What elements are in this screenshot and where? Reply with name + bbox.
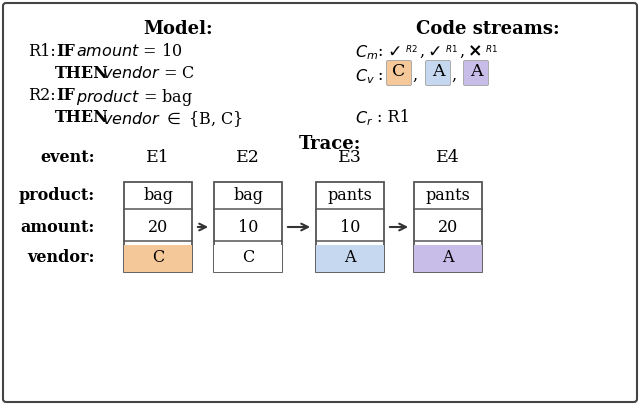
Text: product:: product: (19, 186, 95, 203)
Bar (124, 245, 192, 271)
Text: ,: , (459, 43, 464, 60)
Text: E3: E3 (338, 149, 362, 166)
Text: $\checkmark$: $\checkmark$ (427, 43, 440, 60)
Text: bag: bag (233, 186, 263, 203)
Text: ,: , (451, 67, 456, 84)
Text: IF: IF (56, 43, 75, 60)
Text: R2:: R2: (28, 87, 56, 104)
Text: $C_v$: $C_v$ (355, 67, 375, 86)
Text: $_{\mathit{R2}}$: $_{\mathit{R2}}$ (405, 42, 418, 55)
Bar (214, 245, 282, 271)
Bar (414, 245, 482, 271)
Text: $\boldsymbol{\times}$: $\boldsymbol{\times}$ (467, 43, 481, 60)
Text: pants: pants (328, 186, 372, 203)
Text: A: A (470, 64, 483, 81)
Text: $\mathit{amount}$ = 10: $\mathit{amount}$ = 10 (76, 43, 182, 60)
Text: Trace:: Trace: (299, 135, 361, 153)
Bar (316, 181, 384, 271)
Text: $\mathit{vendor}$ = C: $\mathit{vendor}$ = C (102, 65, 195, 82)
Text: R1:: R1: (28, 43, 56, 60)
FancyBboxPatch shape (387, 60, 412, 85)
Text: $\mathit{product}$ = bag: $\mathit{product}$ = bag (76, 87, 193, 108)
Text: : R1: : R1 (377, 109, 410, 126)
Text: $\checkmark$: $\checkmark$ (387, 43, 401, 60)
Text: pants: pants (426, 186, 470, 203)
Text: E4: E4 (436, 149, 460, 166)
Text: ,: , (419, 43, 424, 60)
Text: A: A (344, 249, 356, 266)
Text: $\mathit{vendor}$ $\in$ {B, C}: $\mathit{vendor}$ $\in$ {B, C} (102, 109, 243, 129)
Text: :: : (377, 43, 382, 60)
Text: C: C (152, 249, 164, 266)
Text: $C_m$: $C_m$ (355, 43, 378, 62)
Text: amount:: amount: (20, 219, 95, 235)
FancyBboxPatch shape (426, 60, 451, 85)
Text: event:: event: (40, 149, 95, 166)
Text: 10: 10 (238, 219, 258, 235)
Bar (124, 181, 192, 271)
Text: IF: IF (56, 87, 75, 104)
Text: $_{\mathit{R1}}$: $_{\mathit{R1}}$ (485, 42, 498, 55)
Text: 20: 20 (438, 219, 458, 235)
Text: 10: 10 (340, 219, 360, 235)
Text: 20: 20 (148, 219, 168, 235)
Text: E2: E2 (236, 149, 260, 166)
Bar (214, 181, 282, 271)
Bar (316, 245, 384, 271)
Text: :: : (377, 67, 382, 84)
Text: A: A (432, 64, 444, 81)
Text: $_{\mathit{R1}}$: $_{\mathit{R1}}$ (445, 42, 458, 55)
FancyBboxPatch shape (3, 3, 637, 402)
Text: THEN: THEN (55, 65, 109, 82)
Text: A: A (442, 249, 454, 266)
Text: $C_r$: $C_r$ (355, 109, 373, 128)
Text: vendor:: vendor: (28, 249, 95, 266)
Text: bag: bag (143, 186, 173, 203)
Text: C: C (392, 64, 406, 81)
Text: Code streams:: Code streams: (416, 20, 560, 38)
Text: E1: E1 (146, 149, 170, 166)
Text: C: C (242, 249, 254, 266)
FancyBboxPatch shape (463, 60, 488, 85)
Bar (414, 181, 482, 271)
Text: THEN: THEN (55, 109, 109, 126)
Text: Model:: Model: (143, 20, 213, 38)
Text: ,: , (412, 67, 417, 84)
